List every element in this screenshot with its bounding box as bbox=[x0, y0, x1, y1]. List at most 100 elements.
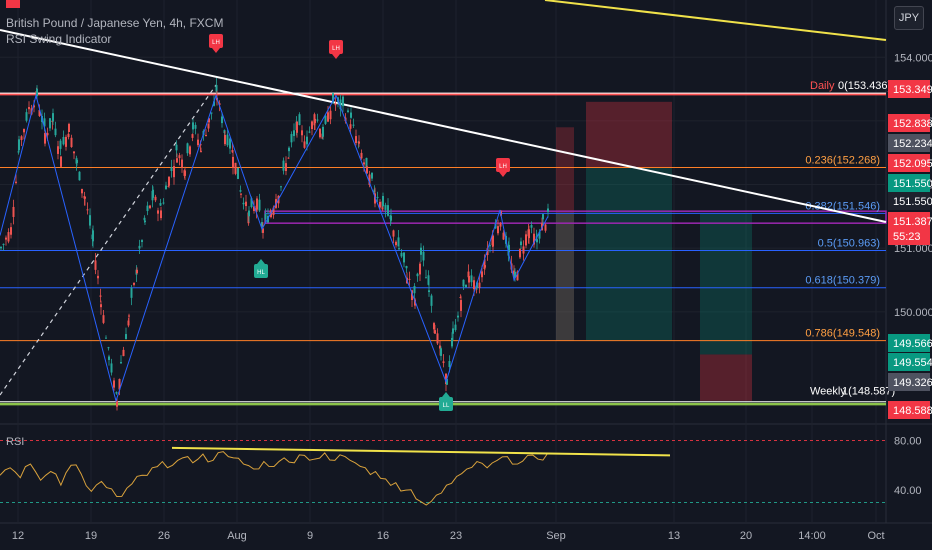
candle-body bbox=[226, 134, 229, 146]
candle-body bbox=[445, 373, 447, 385]
candle-body bbox=[373, 189, 376, 193]
candle-body bbox=[59, 140, 62, 149]
candle-body bbox=[38, 110, 41, 116]
candle-body bbox=[339, 99, 342, 110]
price-tag bbox=[888, 192, 930, 210]
candle-body bbox=[154, 196, 157, 201]
candle-body bbox=[499, 223, 502, 227]
price-tag bbox=[888, 227, 930, 245]
candle-body bbox=[411, 290, 413, 300]
candle-body bbox=[70, 137, 73, 147]
candle-body bbox=[316, 119, 319, 121]
time-tick-label: 16 bbox=[377, 530, 389, 542]
swing-marker-arrow bbox=[212, 48, 220, 53]
candle-body bbox=[384, 204, 387, 210]
swing-marker bbox=[496, 158, 510, 172]
candle-body bbox=[100, 304, 102, 308]
candle-body bbox=[110, 363, 113, 373]
price-tag-label: 152.234 bbox=[893, 138, 932, 150]
candle-body bbox=[390, 215, 392, 221]
candle-body bbox=[287, 157, 290, 159]
candle-body bbox=[368, 174, 371, 186]
candle-body bbox=[199, 143, 202, 146]
candle-body bbox=[484, 265, 486, 268]
candle-body bbox=[536, 239, 538, 243]
candle-body bbox=[248, 210, 250, 217]
candle-body bbox=[229, 138, 231, 149]
candle-body bbox=[205, 134, 207, 137]
candle-body bbox=[200, 150, 202, 152]
candle-body bbox=[143, 217, 146, 221]
candle-body bbox=[494, 223, 497, 229]
candle-body bbox=[308, 131, 311, 133]
candle-body bbox=[173, 166, 175, 178]
trade-box-risk bbox=[586, 101, 672, 168]
candle-body bbox=[15, 181, 17, 183]
candle-body bbox=[168, 176, 170, 186]
candle-body bbox=[522, 246, 525, 254]
currency-button[interactable]: JPY bbox=[894, 6, 924, 30]
candle-body bbox=[234, 162, 237, 174]
candle-body bbox=[347, 110, 349, 112]
candle-body bbox=[350, 112, 352, 118]
candle-body bbox=[33, 105, 35, 108]
candle-body bbox=[17, 151, 20, 153]
price-tag bbox=[888, 80, 930, 98]
candle-body bbox=[451, 337, 453, 347]
rsi-tick-label: 40.00 bbox=[894, 485, 922, 497]
swing-marker-label: HL bbox=[257, 270, 265, 276]
candle-body bbox=[115, 392, 118, 394]
candle-body bbox=[349, 124, 352, 129]
price-tag-label: 151.387 bbox=[893, 216, 932, 228]
candle-body bbox=[395, 241, 397, 246]
candle-body bbox=[237, 167, 239, 179]
price-tag-label: 149.554 bbox=[893, 357, 932, 369]
candle-body bbox=[366, 166, 368, 174]
candle-body bbox=[262, 228, 264, 233]
price-tag bbox=[888, 174, 930, 192]
candle-body bbox=[130, 287, 133, 298]
candle-body bbox=[207, 123, 210, 129]
candle-body bbox=[481, 271, 483, 278]
candle-body bbox=[157, 210, 159, 214]
candle-body bbox=[223, 130, 226, 134]
candle-body bbox=[0, 246, 2, 249]
price-tick-label: 150.000 bbox=[894, 307, 932, 319]
swing-marker-arrow bbox=[332, 54, 340, 59]
candle-body bbox=[538, 231, 541, 239]
candle-body bbox=[97, 275, 99, 279]
candle-body bbox=[282, 160, 285, 171]
candle-body bbox=[342, 96, 344, 107]
candle-body bbox=[492, 235, 494, 247]
candle-body bbox=[160, 210, 162, 219]
candle-body bbox=[28, 107, 30, 110]
candle-body bbox=[105, 337, 107, 339]
candle-body bbox=[405, 266, 408, 269]
candle-body bbox=[36, 88, 38, 97]
candle-body bbox=[210, 112, 213, 114]
swing-marker-arrow bbox=[499, 172, 507, 177]
level-label-weekly: Weekly bbox=[810, 386, 846, 398]
candle-body bbox=[120, 362, 122, 364]
candle-body bbox=[125, 334, 127, 340]
candle-body bbox=[92, 230, 94, 242]
candle-body bbox=[544, 224, 547, 231]
candle-body bbox=[54, 128, 57, 136]
candle-body bbox=[118, 378, 121, 390]
candle-body bbox=[239, 190, 242, 192]
price-tick-label: 151.000 bbox=[894, 243, 932, 255]
time-tick-label: Sep bbox=[546, 530, 566, 542]
rsi-line bbox=[0, 451, 549, 506]
candle-body bbox=[76, 159, 78, 163]
candle-body bbox=[67, 133, 70, 138]
candle-body bbox=[231, 150, 234, 153]
candle-body bbox=[452, 328, 454, 334]
level-label-daily: Daily bbox=[810, 80, 835, 92]
candle-body bbox=[314, 118, 316, 124]
price-tag bbox=[888, 212, 930, 230]
candle-body bbox=[247, 212, 250, 224]
candle-body bbox=[371, 172, 373, 179]
candle-body bbox=[397, 237, 400, 247]
trade-box-reward bbox=[556, 213, 574, 341]
